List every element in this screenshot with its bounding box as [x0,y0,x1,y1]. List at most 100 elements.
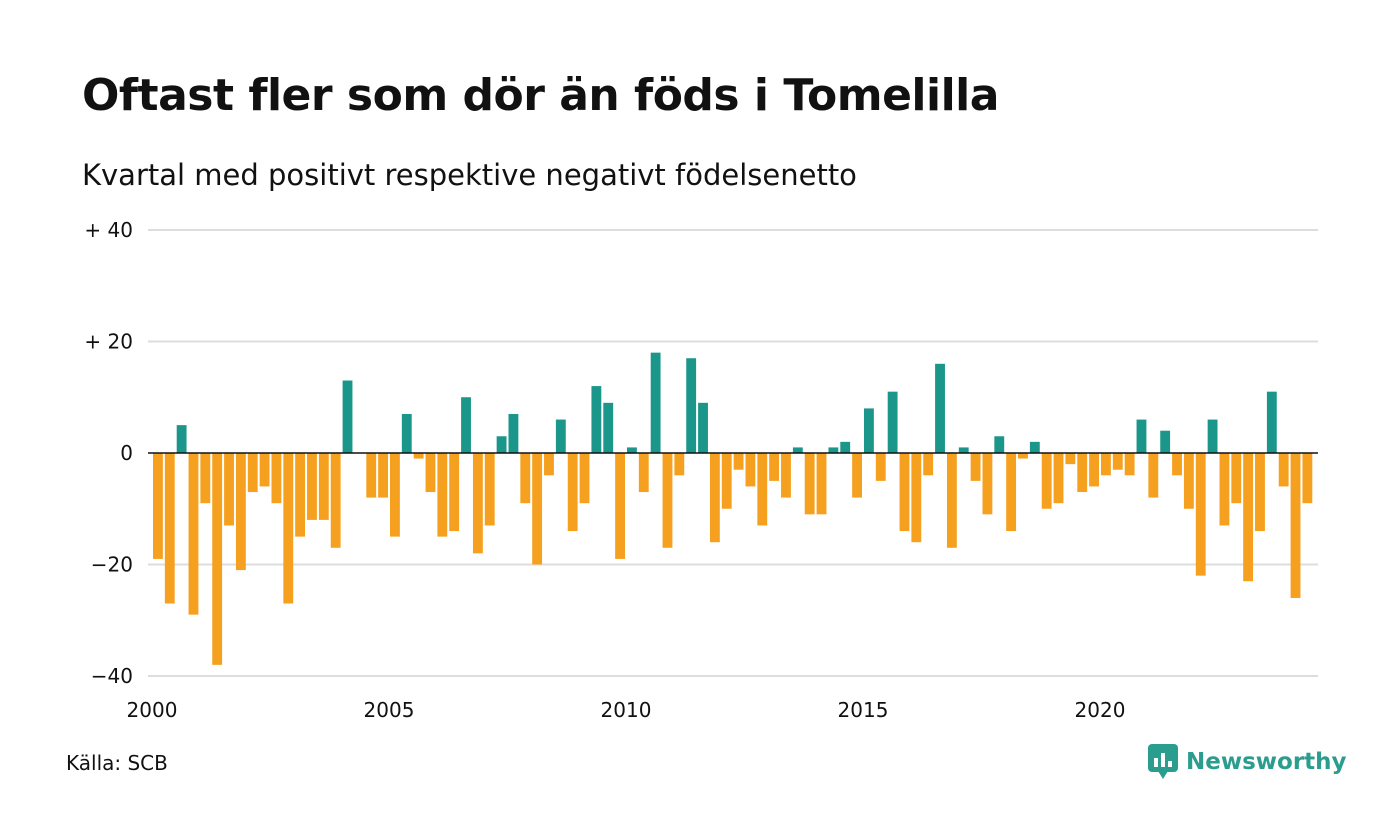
bar-negative [259,453,270,487]
bar-positive [591,386,602,453]
bar-negative [875,453,886,481]
bar-negative [413,453,424,459]
bar-positive [1266,391,1277,453]
bar-positive [935,363,945,453]
bar-negative [307,453,317,520]
chart-title: Oftast fler som dör än föds i Tomelilla [82,70,999,121]
bar-negative [899,453,910,532]
bar-negative [378,453,388,498]
bar-negative [1231,453,1242,504]
bar-negative [1101,453,1111,476]
bar-negative [366,453,377,498]
bar-negative [721,453,732,509]
bar-negative [1112,453,1123,470]
x-tick-label: 2010 [601,698,652,722]
source-note: Källa: SCB [66,751,168,775]
bars [153,352,1313,665]
bar-negative [271,453,282,504]
bar-negative [982,453,993,515]
bar-negative [437,453,448,537]
bar-negative [1172,453,1182,476]
bar-negative [1255,453,1265,532]
bar-negative [390,453,400,537]
bar-positive [864,408,874,453]
bar-positive [508,413,519,453]
bar-negative [781,453,791,498]
bar-negative [804,453,815,515]
bar-negative [852,453,862,498]
bar-positive [650,352,661,453]
bar-negative [1077,453,1088,493]
y-tick-label: −40 [91,664,133,688]
bar-positive [792,447,803,453]
bar-negative [330,453,341,548]
bar-negative [579,453,590,504]
bar-positive [994,436,1005,453]
bar-negative [425,453,436,493]
bar-negative [911,453,922,543]
bar-negative [472,453,483,554]
bar-positive [496,436,507,453]
newsworthy-logo-icon [1148,744,1178,779]
bar-positive [1160,430,1171,453]
bar-negative [615,453,625,559]
y-tick-label: + 20 [84,330,133,354]
bar-negative [816,453,827,515]
bar-negative [247,453,258,493]
bar-negative [188,453,199,615]
bar-negative [544,453,554,476]
bar-negative [674,453,685,476]
logo-text: Newsworthy [1186,749,1347,775]
bar-negative [283,453,294,604]
bar-negative [1089,453,1099,487]
bar-negative [1148,453,1159,498]
bar-positive [401,413,412,453]
bar-negative [757,453,768,526]
bar-negative [1290,453,1301,598]
bar-negative [212,453,223,665]
bar-negative [567,453,578,532]
bar-negative [1041,453,1052,509]
bar-negative [1183,453,1194,509]
bar-negative [769,453,780,481]
bar-negative [449,453,460,532]
bar-negative [638,453,649,493]
x-tick-label: 2015 [838,698,889,722]
bar-positive [603,402,614,453]
bar-negative [532,453,543,565]
bar-negative [923,453,934,476]
axes: + 40 + 20 0 −20 −40 2000 2005 2010 2015 2020 [84,218,1318,722]
bar-positive [698,402,708,453]
bar-positive [461,397,471,453]
bar-positive [1207,419,1218,453]
bar-negative [1124,453,1135,476]
bar-positive [555,419,566,453]
bar-negative [484,453,495,526]
bar-positive [342,380,353,453]
bar-positive [176,425,187,454]
bar-negative [235,453,246,571]
bar-negative [1065,453,1076,465]
bar-negative [200,453,211,504]
bar-negative [1006,453,1017,532]
bar-negative [295,453,306,537]
bar-negative [1195,453,1206,576]
bar-negative [970,453,981,481]
bar-positive [1136,419,1147,453]
bar-negative [1278,453,1289,487]
bar-negative [164,453,175,604]
bar-positive [686,358,697,453]
bar-negative [318,453,329,520]
y-tick-label: −20 [91,553,133,577]
grid-layer [148,229,1318,677]
bar-positive [958,447,969,453]
bar-positive [1029,441,1040,453]
bar-positive [627,447,637,453]
bar-negative [733,453,744,470]
x-tick-label: 2000 [127,698,178,722]
bar-negative [709,453,720,543]
bar-negative [153,453,163,559]
x-tick-label: 2005 [364,698,415,722]
bar-negative [745,453,756,487]
bar-chart: + 40 + 20 0 −20 −40 2000 2005 2010 2015 2020 [84,218,1318,722]
